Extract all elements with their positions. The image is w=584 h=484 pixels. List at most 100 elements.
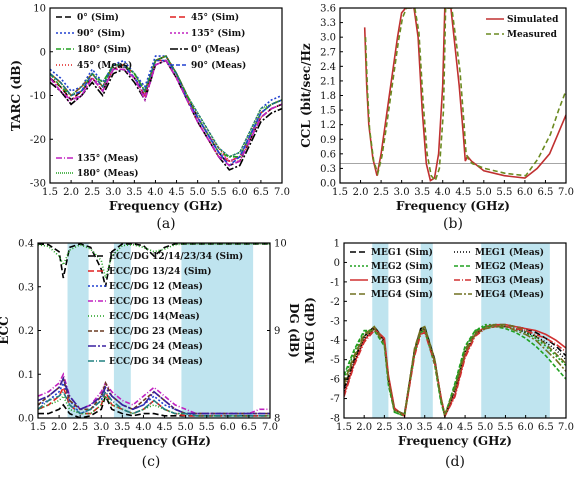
x-tick-label-b-5: 4.0 bbox=[435, 187, 451, 198]
x-tick-label-a-10: 6.5 bbox=[253, 187, 269, 198]
legend-label-d-4: MEG1 (Meas) bbox=[475, 247, 544, 258]
y-tick-label-c-4: 0.0 bbox=[18, 414, 34, 425]
y-axis-label-c: ECC bbox=[0, 316, 11, 344]
plot-frame-d bbox=[343, 242, 567, 419]
y-tick-label-d-9: -8 bbox=[330, 414, 340, 425]
legend-label-c-6: ECC/DG 24 (Meas) bbox=[109, 341, 203, 352]
legend-label-a-1: 45° (Sim) bbox=[191, 12, 239, 23]
x-tick-label-b-6: 4.5 bbox=[455, 187, 471, 198]
y-tick-label-b-4: 1.2 bbox=[320, 120, 336, 131]
legend-label-d-7: MEG4 (Meas) bbox=[475, 289, 544, 300]
y-tick-label-b-0: 0.0 bbox=[320, 179, 336, 190]
y-tick-label-d-2: -1 bbox=[330, 277, 340, 288]
x-tick-label-b-4: 3.5 bbox=[414, 187, 430, 198]
x-tick-label-a-2: 2.5 bbox=[84, 187, 100, 198]
x-tick-label-b-8: 5.5 bbox=[496, 187, 512, 198]
x-axis-label-b: Frequency (GHz) bbox=[396, 199, 510, 213]
legend-label-c-0: ECC/DG 12/14/23/34 (Sim) bbox=[109, 251, 243, 262]
x-tick-label-c-7: 5.0 bbox=[178, 422, 194, 433]
panel-label-b: (b) bbox=[443, 216, 463, 232]
x-tick-label-d-3: 3.0 bbox=[397, 422, 413, 433]
y-tick-label-d-6: -5 bbox=[330, 355, 340, 366]
x-tick-label-c-11: 7.0 bbox=[262, 422, 278, 433]
x-tick-label-b-3: 3.0 bbox=[394, 187, 410, 198]
x-tick-label-b-0: 1.5 bbox=[332, 187, 348, 198]
legend-label-d-1: MEG2 (Sim) bbox=[371, 261, 433, 272]
y-tick-label-b-12: 3.6 bbox=[320, 4, 336, 15]
y-tick-label-c-3: 0.1 bbox=[18, 370, 34, 381]
x-tick-label-b-10: 6.5 bbox=[538, 187, 554, 198]
x-axis-label-c: Frequency (GHz) bbox=[97, 434, 211, 448]
legend-label-c-5: ECC/DG 23 (Meas) bbox=[109, 326, 203, 337]
y-tick-label-c-1: 0.3 bbox=[18, 282, 34, 293]
shaded-band-c-0 bbox=[67, 243, 89, 418]
x-tick-label-c-2: 2.5 bbox=[72, 422, 88, 433]
legend-label-c-4: ECC/DG 14(Meas) bbox=[109, 311, 200, 322]
x-tick-label-b-9: 6.0 bbox=[517, 187, 533, 198]
series-line-b-1 bbox=[364, 8, 566, 183]
legend-label-a-3: 135° (Sim) bbox=[191, 28, 245, 39]
x-tick-label-c-0: 1.5 bbox=[30, 422, 46, 433]
series-line-d-7 bbox=[344, 325, 566, 417]
y-tick-label-b-3: 0.9 bbox=[320, 135, 336, 146]
shaded-band-c-1 bbox=[113, 243, 131, 418]
legend-label-c-3: ECC/DG 13 (Meas) bbox=[109, 296, 203, 307]
x-tick-label-c-9: 6.0 bbox=[220, 422, 236, 433]
plot-area-d bbox=[344, 323, 566, 418]
x-tick-label-a-7: 5.0 bbox=[190, 187, 206, 198]
y-tick-label-d-1: 0 bbox=[334, 258, 340, 269]
y-tick-label-b-11: 3.3 bbox=[320, 18, 336, 29]
legend-label-a-8: 135° (Meas) bbox=[77, 153, 139, 164]
legend-label-c-2: ECC/DG 12 (Meas) bbox=[109, 281, 203, 292]
x-tick-label-b-1: 2.0 bbox=[353, 187, 369, 198]
y-tick-label-d-4: -3 bbox=[330, 316, 340, 327]
x-tick-label-b-11: 7.0 bbox=[558, 187, 574, 198]
y-tick-label-a-2: -10 bbox=[30, 91, 46, 102]
legend-label-d-0: MEG1 (Sim) bbox=[371, 247, 433, 258]
x-tick-label-d-11: 7.0 bbox=[558, 422, 574, 433]
y-tick-label-a-3: -20 bbox=[30, 135, 46, 146]
y-tick-label-b-1: 0.3 bbox=[320, 164, 336, 175]
y-tick-label-d-0: 1 bbox=[334, 239, 340, 250]
x-tick-label-c-10: 6.5 bbox=[241, 422, 257, 433]
legend-label-d-3: MEG4 (Sim) bbox=[371, 289, 433, 300]
legend-label-a-0: 0° (Sim) bbox=[77, 12, 119, 23]
x-tick-label-d-7: 5.0 bbox=[477, 422, 493, 433]
plot-area-a bbox=[50, 55, 282, 171]
y-tick-label-d-3: -2 bbox=[330, 297, 340, 308]
x-tick-label-b-7: 5.0 bbox=[476, 187, 492, 198]
y-axis-label-a: TARC (dB) bbox=[9, 60, 23, 131]
y-tick-label-d-8: -7 bbox=[330, 394, 340, 405]
y-tick-label-b-8: 2.4 bbox=[320, 62, 336, 73]
y-axis-label-b: CCL (bit/sec/Hz bbox=[299, 43, 313, 148]
legend-label-d-2: MEG3 (Sim) bbox=[371, 275, 433, 286]
y2-tick-label-c-2: 8 bbox=[274, 414, 280, 425]
y-tick-label-b-7: 2.1 bbox=[320, 76, 336, 87]
panel-label-d: (d) bbox=[445, 454, 465, 470]
legend-label-c-1: ECC/DG 13/24 (Sim) bbox=[109, 266, 212, 277]
series-line-a-7 bbox=[50, 59, 282, 167]
x-tick-label-a-8: 5.5 bbox=[211, 187, 227, 198]
x-tick-label-d-2: 2.5 bbox=[376, 422, 392, 433]
x-tick-label-c-5: 4.0 bbox=[136, 422, 152, 433]
x-tick-label-d-10: 6.5 bbox=[538, 422, 554, 433]
y-tick-label-a-4: -30 bbox=[30, 179, 46, 190]
x-tick-label-a-0: 1.5 bbox=[42, 187, 58, 198]
y-tick-label-c-0: 0.4 bbox=[18, 239, 34, 250]
x-tick-label-d-8: 5.5 bbox=[498, 422, 514, 433]
y-tick-label-b-2: 0.6 bbox=[320, 149, 336, 160]
x-axis-label-a: Frequency (GHz) bbox=[109, 199, 223, 213]
legend-label-a-6: 45° (Meas) bbox=[77, 60, 132, 71]
x-tick-label-c-6: 4.5 bbox=[157, 422, 173, 433]
x-axis-label-d: Frequency (GHz) bbox=[398, 434, 512, 448]
y-tick-label-d-7: -6 bbox=[330, 375, 340, 386]
x-tick-label-c-3: 3.0 bbox=[93, 422, 109, 433]
x-tick-label-a-4: 3.5 bbox=[126, 187, 142, 198]
series-line-a-9 bbox=[50, 55, 282, 158]
y2-axis-label-c: DG (dB) bbox=[287, 303, 301, 358]
y-tick-label-b-6: 1.8 bbox=[320, 91, 336, 102]
y-tick-label-d-5: -4 bbox=[330, 336, 340, 347]
x-tick-label-a-11: 7.0 bbox=[274, 187, 290, 198]
x-tick-label-d-6: 4.5 bbox=[457, 422, 473, 433]
